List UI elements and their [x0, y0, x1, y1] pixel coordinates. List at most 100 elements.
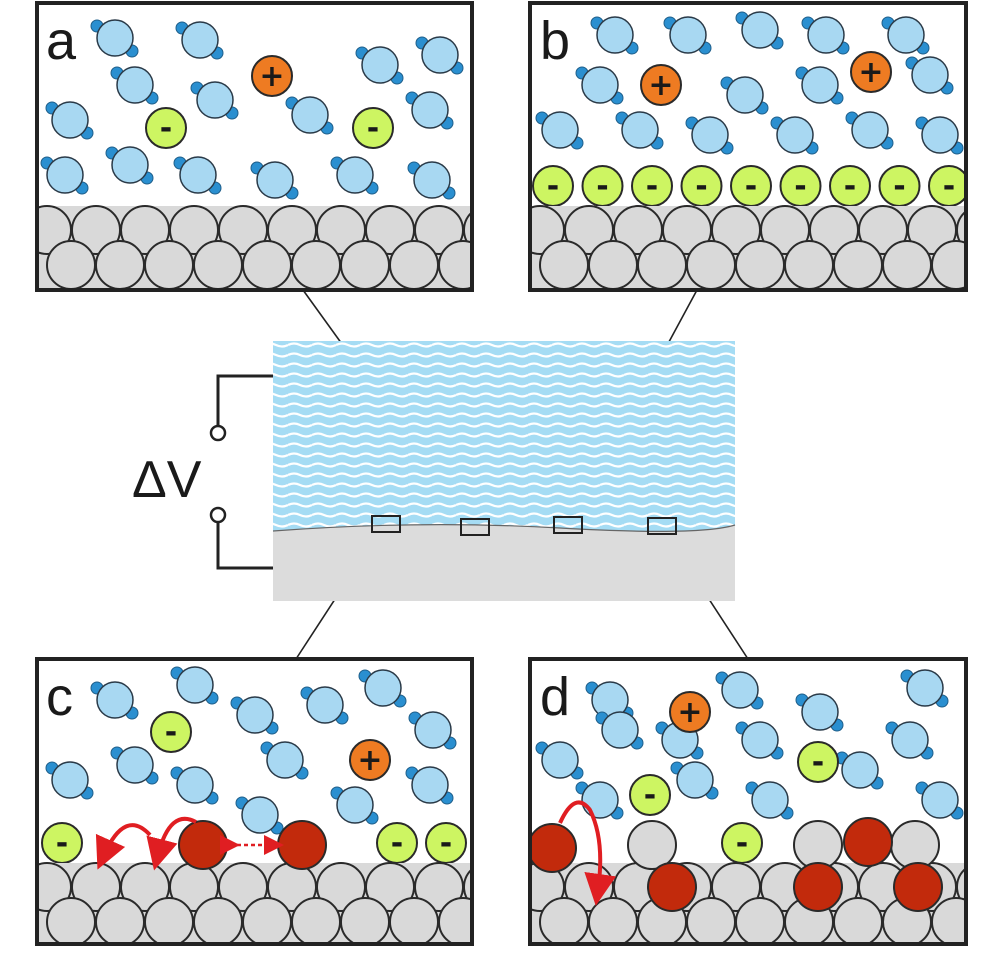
- metal-atom: [637, 240, 687, 290]
- oxygen-atom: [921, 116, 959, 154]
- water-molecule: [173, 156, 222, 195]
- water-molecule: [45, 101, 94, 140]
- oxygen-atom: [336, 786, 374, 824]
- water-molecule: [190, 81, 239, 120]
- panel-frame: [528, 1, 968, 292]
- oxygen-atom: [176, 766, 214, 804]
- water-molecule: [575, 66, 624, 105]
- minus-sign: -: [745, 169, 757, 204]
- panel-c: - + - - -: [37, 659, 472, 944]
- water-molecule: [595, 711, 644, 750]
- oxygen-atom: [411, 766, 449, 804]
- anion: -: [928, 165, 966, 207]
- oxygen-atom: [676, 761, 714, 799]
- minus-sign: -: [596, 169, 608, 204]
- oxygen-atom: [891, 721, 929, 759]
- metal-atom: [438, 240, 472, 290]
- terminal-bottom: [209, 506, 227, 524]
- oxygen-atom: [851, 111, 889, 149]
- overview-cell: [209, 341, 736, 601]
- metal-atom: [833, 240, 883, 290]
- oxygen-atom: [801, 693, 839, 731]
- electrode-surface: [273, 524, 735, 601]
- minus-sign: -: [695, 169, 707, 204]
- oxygen-atom: [581, 781, 619, 819]
- panel-b-label: b: [540, 11, 571, 71]
- plus-sign: +: [648, 68, 673, 103]
- oxygen-atom: [116, 66, 154, 104]
- water-molecule: [835, 751, 884, 790]
- oxygen-atom: [266, 741, 304, 779]
- water-molecule: [590, 16, 639, 55]
- oxygen-atom: [741, 721, 779, 759]
- anion: -: [629, 774, 671, 816]
- oxygen-atom: [116, 746, 154, 784]
- metal-atom: [588, 897, 638, 944]
- oxygen-atom: [621, 111, 659, 149]
- metal-atom: [193, 240, 243, 290]
- plus-sign: +: [259, 59, 284, 94]
- metal-atom: [46, 897, 96, 944]
- water-molecule: [900, 669, 949, 708]
- oxygen-atom: [887, 16, 925, 54]
- metal-atom: [242, 240, 292, 290]
- anion: -: [145, 107, 187, 149]
- oxygen-atom: [541, 111, 579, 149]
- metal-atom: [735, 240, 785, 290]
- water-molecule: [285, 96, 334, 135]
- oxygen-atom: [336, 156, 374, 194]
- migration-arrow: [558, 800, 617, 906]
- metal-atom: [389, 897, 439, 944]
- metal-atom: [291, 897, 341, 944]
- oxygen-atom: [111, 146, 149, 184]
- minus-sign: -: [165, 715, 177, 750]
- water-molecule: [770, 116, 819, 155]
- metal-atom: [882, 240, 932, 290]
- water-molecule: [405, 91, 454, 130]
- dissolved-metal-atom: [843, 817, 893, 867]
- water-molecule: [110, 66, 159, 105]
- anion: -: [797, 741, 839, 783]
- water-molecule: [720, 76, 769, 115]
- electrolyte-waves: [273, 341, 735, 531]
- metal-atom: [686, 897, 736, 944]
- water-molecule: [90, 681, 139, 720]
- minus-sign: -: [56, 826, 68, 861]
- cation: +: [850, 51, 892, 93]
- minus-sign: -: [943, 169, 955, 204]
- oxygen-atom: [751, 781, 789, 819]
- panel-d: + - - -: [530, 659, 966, 944]
- metal-atom: [340, 240, 390, 290]
- panel-d-label: d: [540, 667, 571, 727]
- water-molecule: [915, 116, 964, 155]
- metal-atom: [95, 240, 145, 290]
- anion: -: [829, 165, 871, 207]
- water-molecule: [615, 111, 664, 150]
- oxygen-atom: [421, 36, 459, 74]
- metal-atom: [438, 897, 472, 944]
- oxygen-atom: [51, 101, 89, 139]
- metal-atom: [389, 240, 439, 290]
- zoom-region-box: [553, 516, 583, 534]
- oxygen-atom: [721, 671, 759, 709]
- water-molecule: [90, 19, 139, 58]
- oxygen-atom: [179, 156, 217, 194]
- cation: +: [251, 55, 293, 97]
- oxygen-atom: [306, 686, 344, 724]
- anion: -: [352, 107, 394, 149]
- water-molecule: [735, 721, 784, 760]
- plus-sign: +: [858, 55, 883, 90]
- voltage-label: ΔV: [132, 451, 202, 509]
- metal-atom: [291, 240, 341, 290]
- water-molecule: [735, 11, 784, 50]
- panel-a: + - -: [37, 3, 472, 290]
- oxygen-atom: [413, 161, 451, 199]
- zoom-region-box: [647, 517, 677, 535]
- water-molecule: [260, 741, 309, 780]
- panel-frame: [528, 657, 968, 946]
- panel-frame: [35, 1, 474, 292]
- metal-atom: [144, 897, 194, 944]
- water-molecule: [330, 156, 379, 195]
- water-molecule: [408, 711, 457, 750]
